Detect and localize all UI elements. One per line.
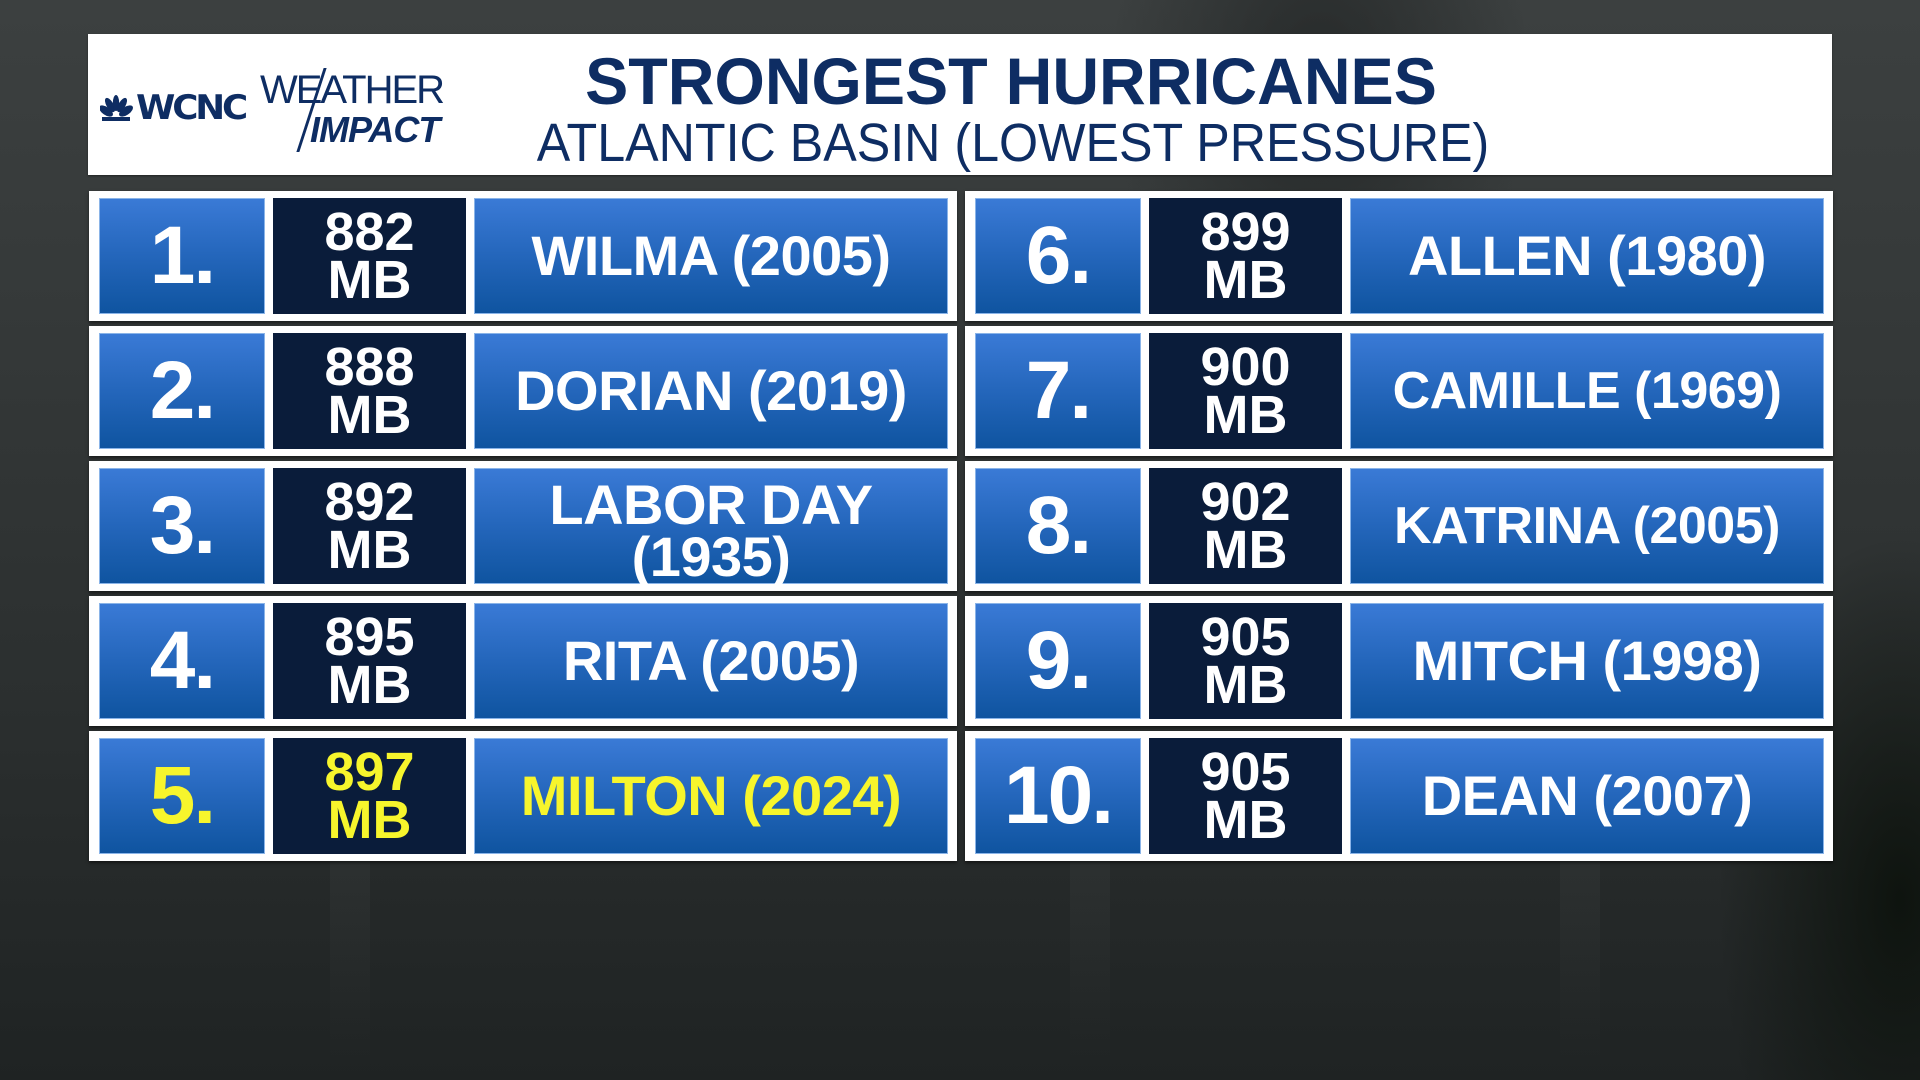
ranking-row-highlighted: 5. 897 MB MILTON (2024) bbox=[89, 731, 957, 861]
pressure-value: 888 MB bbox=[273, 333, 466, 449]
pressure-number: 897 bbox=[324, 742, 415, 802]
pressure-number: 902 bbox=[1200, 472, 1291, 532]
hurricane-name-line2: (1935) bbox=[631, 525, 791, 588]
ranking-row: 9. 905 MB MITCH (1998) bbox=[965, 596, 1833, 726]
pressure-unit: MB bbox=[327, 655, 412, 715]
pressure-number: 899 bbox=[1200, 202, 1291, 262]
pressure-value: 900 MB bbox=[1149, 333, 1342, 449]
rank-number: 1. bbox=[99, 198, 265, 314]
page-title: STRONGEST HURRICANES bbox=[585, 44, 1437, 118]
pressure-value: 892 MB bbox=[273, 468, 466, 584]
hurricane-name: ALLEN (1980) bbox=[1350, 198, 1824, 314]
hurricane-name: DORIAN (2019) bbox=[474, 333, 948, 449]
rank-number: 9. bbox=[975, 603, 1141, 719]
hurricane-name: LABOR DAY (1935) bbox=[474, 468, 948, 588]
ranking-row: 8. 902 MB KATRINA (2005) bbox=[965, 461, 1833, 591]
pressure-unit: MB bbox=[1203, 385, 1288, 445]
hurricane-name: MITCH (1998) bbox=[1350, 603, 1824, 719]
background-rain-streak bbox=[1070, 860, 1110, 1080]
rank-number: 5. bbox=[99, 738, 265, 854]
page-subtitle: ATLANTIC BASIN (LOWEST PRESSURE) bbox=[536, 113, 1490, 173]
hurricane-name: KATRINA (2005) bbox=[1350, 468, 1824, 584]
peacock-icon bbox=[100, 95, 133, 121]
rank-number: 3. bbox=[99, 468, 265, 584]
brand-weather-text: WEATHER bbox=[260, 68, 445, 112]
ranking-row: 7. 900 MB CAMILLE (1969) bbox=[965, 326, 1833, 456]
title-banner: WCNC WEATHER IMPACT STRONGEST HURRICANES… bbox=[88, 34, 1832, 175]
hurricane-name: WILMA (2005) bbox=[474, 198, 948, 314]
pressure-value: 899 MB bbox=[1149, 198, 1342, 314]
pressure-unit: MB bbox=[1203, 520, 1288, 580]
rank-number: 8. bbox=[975, 468, 1141, 584]
pressure-value: 897 MB bbox=[273, 738, 466, 854]
pressure-value: 902 MB bbox=[1149, 468, 1342, 584]
ranking-row: 3. 892 MB LABOR DAY (1935) bbox=[89, 461, 957, 591]
hurricane-name: CAMILLE (1969) bbox=[1350, 333, 1824, 449]
ranking-row: 1. 882 MB WILMA (2005) bbox=[89, 191, 957, 321]
pressure-unit: MB bbox=[327, 520, 412, 580]
pressure-unit: MB bbox=[1203, 790, 1288, 850]
pressure-number: 892 bbox=[324, 472, 415, 532]
pressure-number: 888 bbox=[324, 337, 415, 397]
rank-number: 10. bbox=[975, 738, 1141, 854]
rank-number: 6. bbox=[975, 198, 1141, 314]
pressure-number: 895 bbox=[324, 607, 415, 667]
pressure-value: 905 MB bbox=[1149, 603, 1342, 719]
station-logo-text: WCNC bbox=[136, 88, 248, 128]
rank-number: 4. bbox=[99, 603, 265, 719]
pressure-unit: MB bbox=[327, 385, 412, 445]
ranking-row: 4. 895 MB RITA (2005) bbox=[89, 596, 957, 726]
pressure-unit: MB bbox=[327, 790, 412, 850]
rank-number: 2. bbox=[99, 333, 265, 449]
pressure-number: 905 bbox=[1200, 607, 1291, 667]
rank-number: 7. bbox=[975, 333, 1141, 449]
pressure-unit: MB bbox=[1203, 655, 1288, 715]
pressure-value: 905 MB bbox=[1149, 738, 1342, 854]
pressure-number: 905 bbox=[1200, 742, 1291, 802]
pressure-number: 882 bbox=[324, 202, 415, 262]
hurricane-name: DEAN (2007) bbox=[1350, 738, 1824, 854]
ranking-row: 10. 905 MB DEAN (2007) bbox=[965, 731, 1833, 861]
ranking-row: 6. 899 MB ALLEN (1980) bbox=[965, 191, 1833, 321]
pressure-unit: MB bbox=[327, 250, 412, 310]
ranking-row: 2. 888 MB DORIAN (2019) bbox=[89, 326, 957, 456]
pressure-value: 895 MB bbox=[273, 603, 466, 719]
pressure-value: 882 MB bbox=[273, 198, 466, 314]
pressure-unit: MB bbox=[1203, 250, 1288, 310]
hurricane-name: RITA (2005) bbox=[474, 603, 948, 719]
pressure-number: 900 bbox=[1200, 337, 1291, 397]
hurricane-name: MILTON (2024) bbox=[474, 738, 948, 854]
brand-impact-text: IMPACT bbox=[310, 109, 440, 150]
wcnc-logo: WCNC bbox=[100, 90, 248, 126]
background-rain-streak bbox=[330, 860, 370, 1080]
hurricane-name-line1: LABOR DAY bbox=[549, 473, 873, 536]
background-rain-streak bbox=[1560, 860, 1600, 1080]
